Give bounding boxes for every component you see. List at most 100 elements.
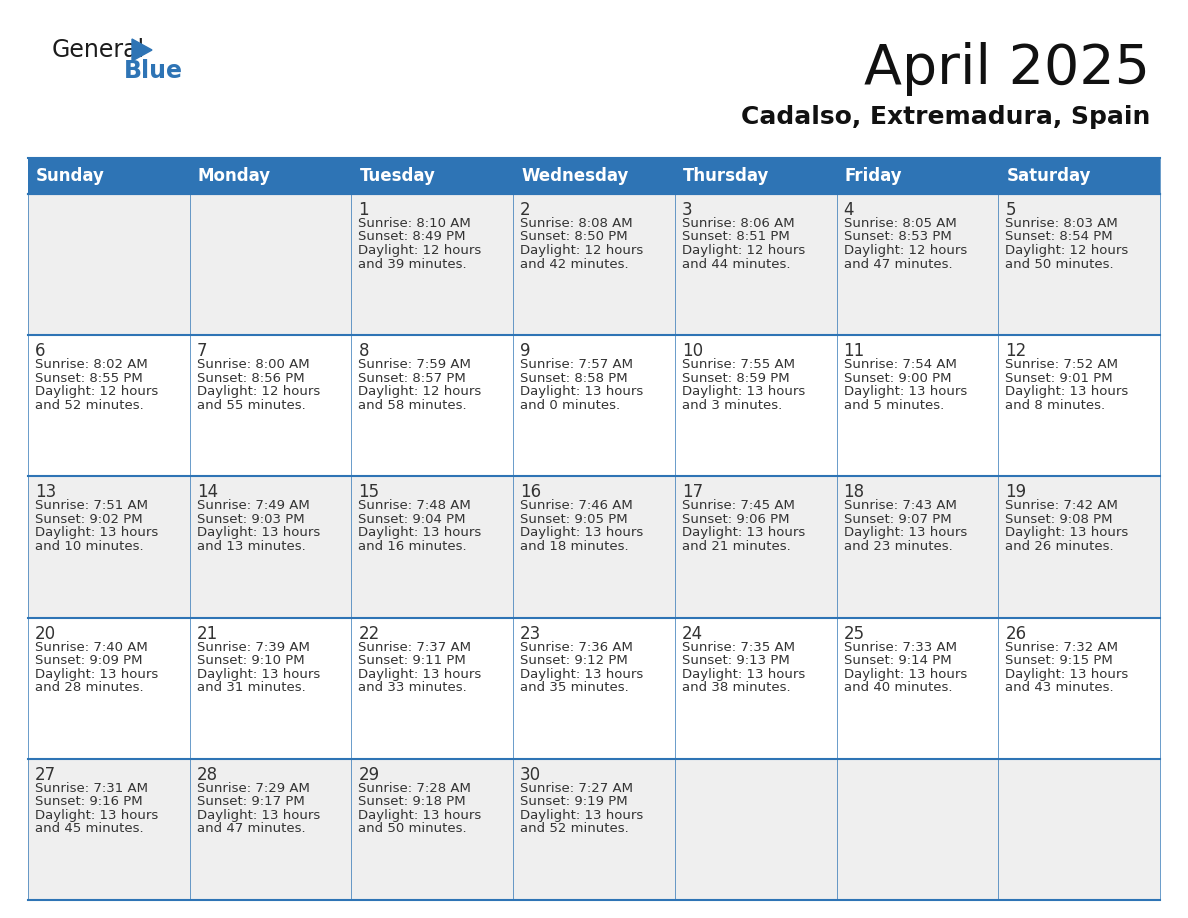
Bar [352,194,513,335]
Text: 11: 11 [843,342,865,360]
Text: 4: 4 [843,201,854,219]
Text: Sunset: 8:57 PM: Sunset: 8:57 PM [359,372,466,385]
Bar [836,759,998,900]
Bar [513,476,675,618]
Text: Sunset: 9:17 PM: Sunset: 9:17 PM [197,795,304,809]
Text: Daylight: 13 hours: Daylight: 13 hours [1005,386,1129,398]
Bar [190,194,352,335]
Polygon shape [132,39,152,61]
Text: 23: 23 [520,624,542,643]
Text: Daylight: 13 hours: Daylight: 13 hours [682,667,805,680]
Text: Daylight: 12 hours: Daylight: 12 hours [359,244,481,257]
Text: Sunset: 9:11 PM: Sunset: 9:11 PM [359,655,466,667]
Text: Sunrise: 7:40 AM: Sunrise: 7:40 AM [34,641,147,654]
Text: Sunset: 9:03 PM: Sunset: 9:03 PM [197,513,304,526]
Bar [29,759,190,900]
Text: 13: 13 [34,484,56,501]
Text: Daylight: 12 hours: Daylight: 12 hours [197,386,320,398]
Text: Daylight: 13 hours: Daylight: 13 hours [843,667,967,680]
Text: 17: 17 [682,484,703,501]
Text: Sunrise: 7:36 AM: Sunrise: 7:36 AM [520,641,633,654]
Text: Daylight: 13 hours: Daylight: 13 hours [197,526,320,540]
Text: and 33 minutes.: and 33 minutes. [359,681,467,694]
Text: and 50 minutes.: and 50 minutes. [359,823,467,835]
Text: and 28 minutes.: and 28 minutes. [34,681,144,694]
Text: Daylight: 12 hours: Daylight: 12 hours [1005,244,1129,257]
Text: and 0 minutes.: and 0 minutes. [520,398,620,411]
Text: Sunrise: 7:33 AM: Sunrise: 7:33 AM [843,641,956,654]
Text: Sunrise: 8:02 AM: Sunrise: 8:02 AM [34,358,147,371]
Text: Sunset: 8:53 PM: Sunset: 8:53 PM [843,230,952,243]
Text: and 52 minutes.: and 52 minutes. [34,398,144,411]
Text: and 58 minutes.: and 58 minutes. [359,398,467,411]
Bar [513,194,675,335]
Text: and 5 minutes.: and 5 minutes. [843,398,943,411]
Bar [29,158,190,194]
Text: Daylight: 13 hours: Daylight: 13 hours [197,809,320,822]
Text: Daylight: 12 hours: Daylight: 12 hours [34,386,158,398]
Text: Sunrise: 7:32 AM: Sunrise: 7:32 AM [1005,641,1118,654]
Text: 18: 18 [843,484,865,501]
Text: Sunrise: 7:55 AM: Sunrise: 7:55 AM [682,358,795,371]
Text: Daylight: 13 hours: Daylight: 13 hours [359,809,481,822]
Text: Sunset: 8:59 PM: Sunset: 8:59 PM [682,372,790,385]
Text: Sunrise: 8:08 AM: Sunrise: 8:08 AM [520,217,633,230]
Text: Sunrise: 7:31 AM: Sunrise: 7:31 AM [34,782,148,795]
Text: Sunrise: 8:05 AM: Sunrise: 8:05 AM [843,217,956,230]
Text: Sunrise: 7:52 AM: Sunrise: 7:52 AM [1005,358,1118,371]
Text: and 45 minutes.: and 45 minutes. [34,823,144,835]
Text: 16: 16 [520,484,542,501]
Text: Sunset: 8:49 PM: Sunset: 8:49 PM [359,230,466,243]
Text: Sunrise: 8:00 AM: Sunrise: 8:00 AM [197,358,309,371]
Text: Daylight: 13 hours: Daylight: 13 hours [1005,667,1129,680]
Text: Blue: Blue [124,59,183,83]
Text: Sunrise: 7:59 AM: Sunrise: 7:59 AM [359,358,472,371]
Text: Daylight: 13 hours: Daylight: 13 hours [520,386,644,398]
Text: and 44 minutes.: and 44 minutes. [682,258,790,271]
Text: Thursday: Thursday [683,167,770,185]
Text: 7: 7 [197,342,207,360]
Text: Wednesday: Wednesday [522,167,628,185]
Text: Sunrise: 7:28 AM: Sunrise: 7:28 AM [359,782,472,795]
Text: Sunset: 8:55 PM: Sunset: 8:55 PM [34,372,143,385]
Text: Sunrise: 7:27 AM: Sunrise: 7:27 AM [520,782,633,795]
Text: Sunrise: 8:06 AM: Sunrise: 8:06 AM [682,217,795,230]
Text: Sunset: 9:16 PM: Sunset: 9:16 PM [34,795,143,809]
Text: and 16 minutes.: and 16 minutes. [359,540,467,553]
Text: Daylight: 13 hours: Daylight: 13 hours [359,667,481,680]
Text: Sunset: 9:15 PM: Sunset: 9:15 PM [1005,655,1113,667]
Bar [29,618,190,759]
Bar [352,335,513,476]
Text: Sunrise: 7:51 AM: Sunrise: 7:51 AM [34,499,148,512]
Text: Sunset: 8:51 PM: Sunset: 8:51 PM [682,230,790,243]
Text: Tuesday: Tuesday [360,167,435,185]
Bar [998,759,1159,900]
Text: and 38 minutes.: and 38 minutes. [682,681,790,694]
Text: and 23 minutes.: and 23 minutes. [843,540,953,553]
Text: and 40 minutes.: and 40 minutes. [843,681,952,694]
Text: Sunrise: 7:48 AM: Sunrise: 7:48 AM [359,499,472,512]
Text: 27: 27 [34,766,56,784]
Bar [836,335,998,476]
Text: Sunrise: 7:57 AM: Sunrise: 7:57 AM [520,358,633,371]
Text: Sunrise: 7:42 AM: Sunrise: 7:42 AM [1005,499,1118,512]
Text: Daylight: 13 hours: Daylight: 13 hours [34,809,158,822]
Bar [998,335,1159,476]
Text: Daylight: 12 hours: Daylight: 12 hours [682,244,805,257]
Bar [352,476,513,618]
Bar [836,158,998,194]
Text: and 50 minutes.: and 50 minutes. [1005,258,1114,271]
Text: Sunset: 9:09 PM: Sunset: 9:09 PM [34,655,143,667]
Text: 22: 22 [359,624,380,643]
Text: Sunrise: 7:45 AM: Sunrise: 7:45 AM [682,499,795,512]
Bar [29,476,190,618]
Text: Daylight: 13 hours: Daylight: 13 hours [1005,526,1129,540]
Text: 26: 26 [1005,624,1026,643]
Text: General: General [52,38,145,62]
Text: Sunset: 8:50 PM: Sunset: 8:50 PM [520,230,627,243]
Text: Daylight: 13 hours: Daylight: 13 hours [34,526,158,540]
Text: and 8 minutes.: and 8 minutes. [1005,398,1105,411]
Bar [29,335,190,476]
Bar [675,335,836,476]
Text: Sunrise: 8:10 AM: Sunrise: 8:10 AM [359,217,472,230]
